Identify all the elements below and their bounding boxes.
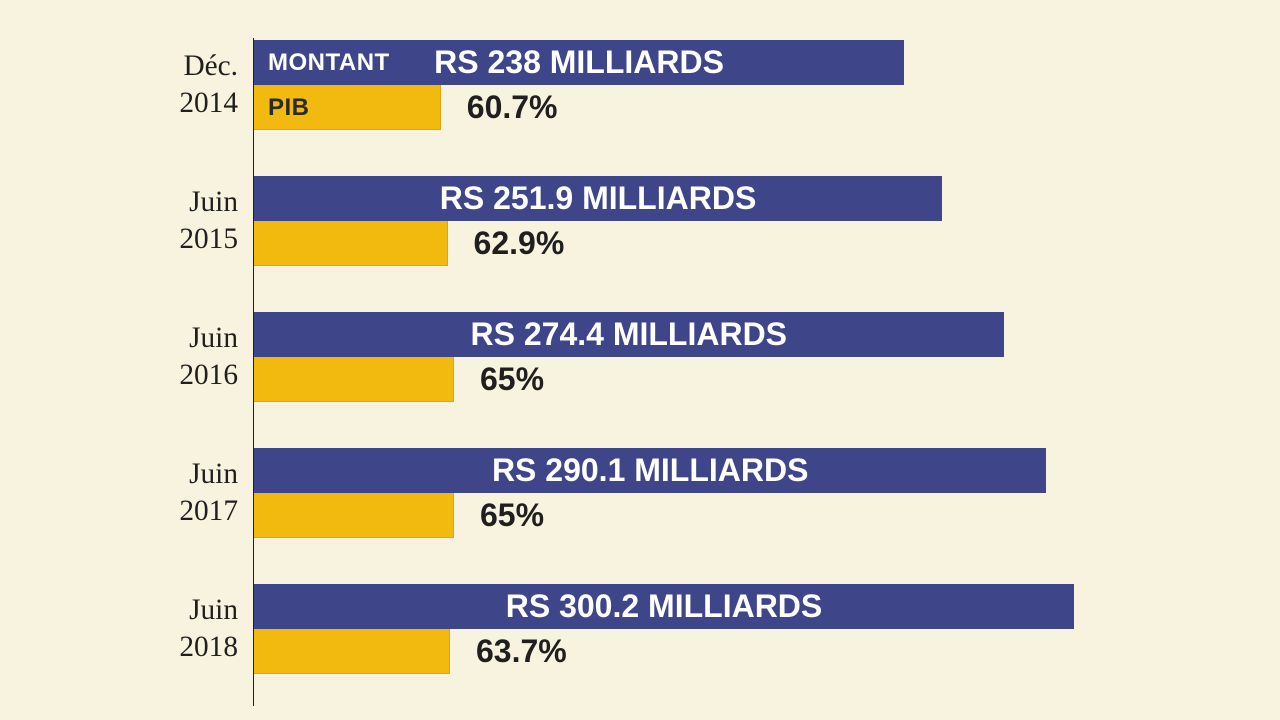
montant-value: RS 300.2 MILLIARDS	[254, 584, 1074, 629]
pib-bar	[254, 221, 448, 266]
period-line1: Juin	[118, 592, 238, 629]
pib-value: 62.9%	[474, 221, 565, 266]
montant-value: RS 274.4 MILLIARDS	[254, 312, 1004, 357]
pib-value: 63.7%	[476, 629, 567, 674]
pib-value: 65%	[480, 493, 544, 538]
period-line2: 2014	[118, 85, 238, 122]
period-line2: 2015	[118, 221, 238, 258]
montant-legend-label: MONTANT	[268, 40, 390, 85]
period-line1: Juin	[118, 184, 238, 221]
period-line2: 2016	[118, 357, 238, 394]
period-label: Juin2015	[118, 184, 238, 257]
pib-value: 65%	[480, 357, 544, 402]
period-line2: 2017	[118, 493, 238, 530]
period-line2: 2018	[118, 629, 238, 666]
pib-bar	[254, 493, 454, 538]
chart-canvas: Déc.2014RS 238 MILLIARDSMONTANTPIB60.7%J…	[0, 0, 1280, 720]
period-label: Déc.2014	[118, 48, 238, 121]
pib-bar	[254, 629, 450, 674]
period-line1: Déc.	[118, 48, 238, 85]
period-label: Juin2016	[118, 320, 238, 393]
period-label: Juin2017	[118, 456, 238, 529]
pib-legend-label: PIB	[268, 85, 310, 130]
period-label: Juin2018	[118, 592, 238, 665]
period-line1: Juin	[118, 456, 238, 493]
montant-value: RS 290.1 MILLIARDS	[254, 448, 1046, 493]
period-line1: Juin	[118, 320, 238, 357]
pib-value: 60.7%	[467, 85, 558, 130]
pib-bar	[254, 357, 454, 402]
montant-value: RS 251.9 MILLIARDS	[254, 176, 942, 221]
